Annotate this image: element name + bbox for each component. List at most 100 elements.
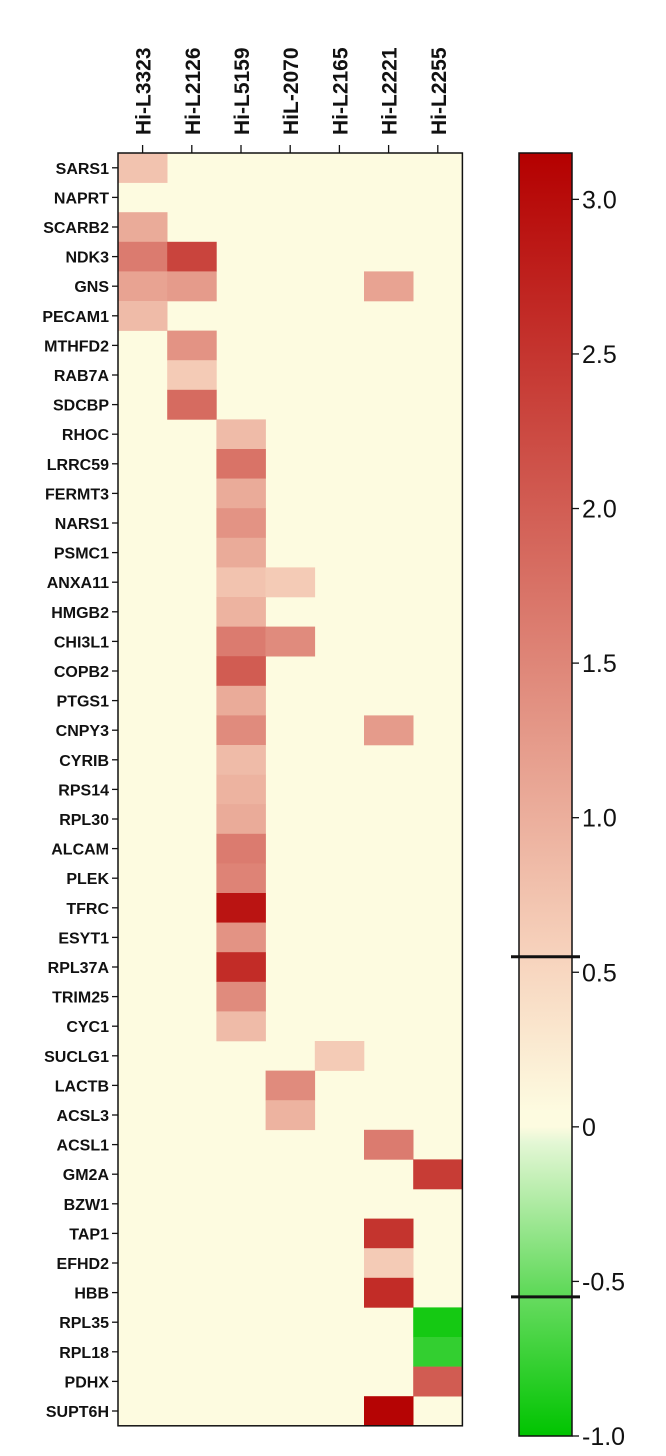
heatmap-cell	[216, 745, 266, 775]
heatmap-cell	[364, 271, 414, 302]
colorbar-tick-label: -1.0	[582, 1423, 625, 1451]
row-label: LRRC59	[47, 457, 109, 474]
heatmap-cell	[216, 1011, 266, 1042]
row-label: RPL18	[59, 1345, 109, 1362]
heatmap-cell	[167, 271, 217, 302]
colorbar	[518, 152, 573, 1437]
column-ticks	[141, 145, 439, 153]
heatmap-cell	[216, 508, 266, 539]
column-label: HiL-2070	[280, 47, 303, 135]
heatmap-cell	[364, 1277, 414, 1308]
row-label: ACSL3	[57, 1108, 110, 1125]
row-label: RPS14	[58, 782, 109, 799]
row-label: EFHD2	[57, 1256, 110, 1273]
heatmap-cell	[364, 1248, 414, 1279]
row-label: GNS	[74, 279, 109, 296]
heatmap-cell	[216, 537, 266, 568]
row-label: PDHX	[65, 1374, 110, 1391]
heatmap-cell	[167, 241, 217, 272]
heatmap-cell	[118, 271, 168, 302]
heatmap-cell	[216, 922, 266, 953]
heatmap-cell	[314, 1041, 365, 1071]
colorbar-tick-label: 1.0	[582, 805, 617, 833]
row-label: SARS1	[56, 161, 109, 178]
heatmap-cell	[216, 774, 266, 805]
row-label: ACSL1	[57, 1138, 110, 1155]
row-ticks	[112, 167, 118, 1412]
heatmap-cell	[265, 626, 316, 657]
row-label: RAB7A	[54, 368, 110, 385]
column-label: Hi-L2255	[428, 47, 451, 135]
colorbar-tick-labels: 3.0 2.5 2.0 1.5 1.0 0.5 0 -0.5 -1.0	[582, 186, 625, 1451]
column-labels: Hi-L3323 Hi-L2126 Hi-L5159 HiL-2070 Hi-L2165…	[133, 47, 451, 135]
column-label: Hi-L2221	[379, 47, 402, 135]
row-label: RPL37A	[48, 960, 110, 977]
heatmap-cell	[118, 301, 168, 331]
heatmap-cell	[216, 863, 266, 894]
heatmap-cell	[265, 567, 316, 598]
column-label: Hi-L2165	[329, 47, 352, 135]
row-label: LACTB	[55, 1078, 109, 1095]
heatmap-cell	[118, 153, 168, 183]
row-label: RPL30	[59, 812, 109, 829]
row-label: MTHFD2	[44, 338, 109, 355]
heatmap-cell	[364, 1396, 414, 1427]
column-label: Hi-L5159	[231, 47, 254, 135]
colorbar-ticks	[572, 198, 579, 1437]
row-label: PECAM1	[42, 309, 109, 326]
row-label: SUCLG1	[44, 1049, 109, 1066]
heatmap-cell	[216, 478, 266, 509]
heatmap-cell	[364, 1218, 414, 1249]
row-label: CYC1	[66, 1019, 109, 1036]
column-label: Hi-L2126	[182, 47, 205, 135]
colorbar-tick-label: 2.5	[582, 341, 617, 369]
heatmap-cell	[118, 241, 168, 272]
heatmap-cell	[216, 656, 266, 687]
row-label: PTGS1	[57, 694, 110, 711]
row-label: COPB2	[54, 664, 109, 681]
heatmap-cell	[216, 981, 266, 1012]
heatmap-cell	[216, 833, 266, 864]
row-label: CHI3L1	[54, 634, 109, 651]
row-label: TAP1	[69, 1226, 109, 1243]
row-labels: SARS1 NAPRT SCARB2 NDK3 GNS PECAM1 MTHFD2 RAB7A…	[42, 161, 109, 1421]
heatmap-cell	[265, 1100, 316, 1131]
row-label: PSMC1	[54, 546, 109, 563]
heatmap-cell	[216, 804, 266, 835]
heatmap-cell	[413, 1337, 463, 1367]
row-label: BZW1	[64, 1197, 109, 1214]
heatmap-cell	[216, 597, 266, 627]
colorbar-threshold-lines	[511, 955, 580, 1299]
heatmap-cell	[216, 715, 266, 746]
row-label: NARS1	[55, 516, 109, 533]
heatmap-cell	[413, 1159, 463, 1190]
row-label: ALCAM	[51, 842, 109, 859]
colorbar-tick-label: 1.5	[582, 650, 617, 678]
heatmap-cell	[216, 626, 266, 657]
heatmap-cell	[167, 330, 217, 361]
column-label: Hi-L3323	[133, 47, 156, 135]
row-label: CNPY3	[56, 723, 109, 740]
row-label: HMGB2	[51, 605, 109, 622]
heatmap-cell	[364, 715, 414, 746]
row-label: CYRIB	[59, 753, 109, 770]
colorbar-tick-label: 3.0	[582, 186, 617, 214]
heatmap-cell	[364, 1129, 414, 1160]
row-label: TFRC	[66, 901, 109, 918]
heatmap-cell	[265, 1070, 316, 1101]
heatmap-cell	[167, 360, 217, 391]
row-label: ESYT1	[58, 930, 109, 947]
row-label: TRIM25	[52, 990, 109, 1007]
heatmap-cells	[118, 153, 463, 1427]
row-label: ANXA11	[47, 575, 109, 592]
heatmap-cell	[413, 1366, 463, 1397]
row-label: SCARB2	[43, 220, 109, 237]
row-label: PLEK	[66, 871, 109, 888]
row-label: HBB	[74, 1286, 109, 1303]
heatmap-cell	[118, 212, 168, 243]
colorbar-tick-label: 0	[582, 1114, 596, 1142]
row-label: GM2A	[63, 1167, 110, 1184]
row-label: RHOC	[62, 427, 110, 444]
heatmap-cell	[216, 419, 266, 450]
